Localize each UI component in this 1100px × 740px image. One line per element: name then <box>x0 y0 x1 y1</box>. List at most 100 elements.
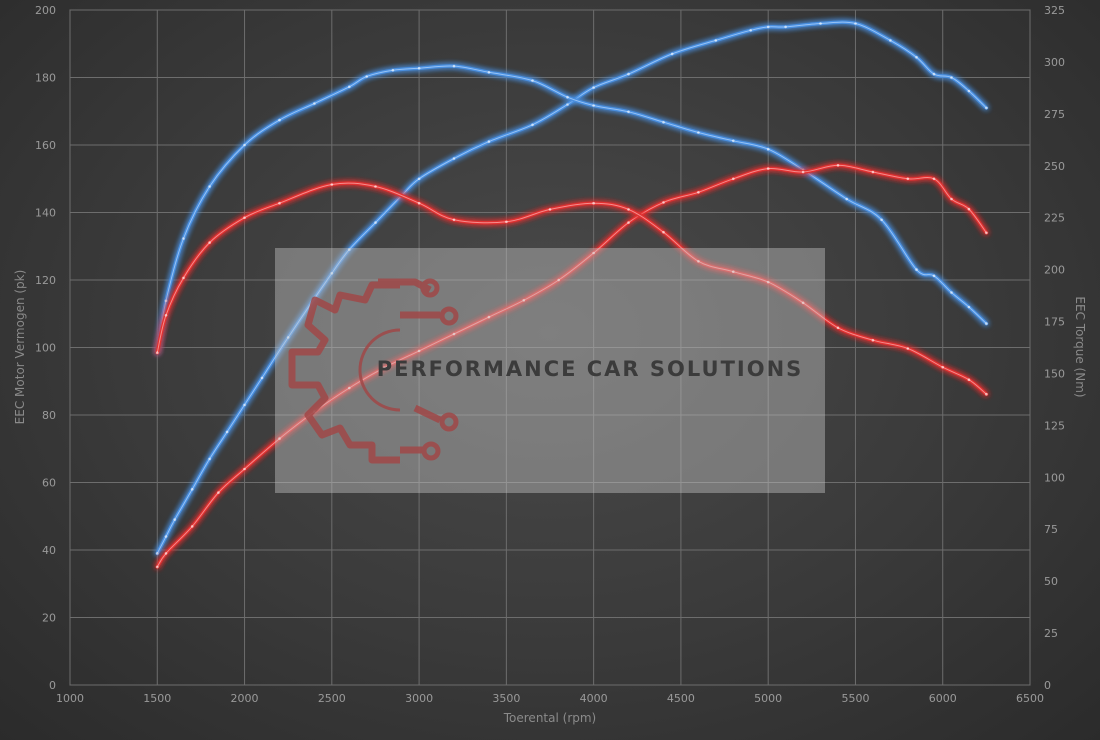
left-tick-label: 160 <box>35 139 56 152</box>
data-point <box>967 207 971 211</box>
data-point <box>330 272 334 275</box>
data-point <box>382 366 386 370</box>
right-tick-label: 275 <box>1044 108 1065 121</box>
left-axis-title: EEC Motor Vermogen (pk) <box>13 270 27 425</box>
data-point <box>766 147 770 151</box>
data-point <box>225 430 229 434</box>
x-tick-label: 4500 <box>667 692 695 705</box>
left-tick-label: 80 <box>42 409 56 422</box>
data-point <box>417 201 421 205</box>
data-point <box>662 201 665 204</box>
data-point <box>627 72 630 76</box>
data-point <box>766 280 770 284</box>
data-point <box>732 139 735 143</box>
data-point <box>548 208 552 211</box>
left-axis-ticks: 0 20 40 60 80 100 120 140 160 180 200 <box>35 4 56 692</box>
data-point <box>164 299 168 303</box>
data-point <box>871 170 875 174</box>
right-tick-label: 75 <box>1044 523 1058 536</box>
data-point <box>871 338 875 342</box>
right-tick-label: 200 <box>1044 264 1065 277</box>
left-tick-label: 120 <box>35 274 56 287</box>
data-point <box>208 457 211 461</box>
data-point <box>182 276 185 280</box>
right-tick-label: 150 <box>1044 367 1065 380</box>
data-point <box>592 251 595 255</box>
data-point <box>732 270 735 274</box>
data-point <box>766 25 770 29</box>
data-point <box>243 216 246 219</box>
data-point <box>487 71 491 74</box>
data-point <box>217 491 220 494</box>
right-tick-label: 175 <box>1044 316 1065 329</box>
right-axis-ticks: 0 25 50 75 100 125 150 175 200 225 250 275 300 325 <box>1044 4 1065 692</box>
data-point <box>182 237 185 240</box>
series-4 <box>155 181 989 396</box>
right-tick-label: 125 <box>1044 419 1065 432</box>
data-point <box>732 177 735 181</box>
right-tick-label: 25 <box>1044 627 1058 640</box>
data-point <box>566 103 569 106</box>
data-point <box>766 167 770 170</box>
data-point <box>801 170 805 174</box>
data-point <box>662 120 665 124</box>
data-point <box>906 347 910 350</box>
left-tick-label: 100 <box>35 342 56 355</box>
right-tick-label: 0 <box>1044 679 1051 692</box>
data-point <box>156 552 159 555</box>
left-tick-label: 200 <box>35 4 56 17</box>
data-point <box>243 403 246 407</box>
data-point <box>531 123 534 127</box>
data-point <box>190 525 194 528</box>
data-point <box>950 76 953 79</box>
right-tick-label: 225 <box>1044 212 1065 225</box>
data-point <box>173 518 176 521</box>
series-layer <box>155 20 989 569</box>
left-tick-label: 140 <box>35 207 56 220</box>
data-point <box>452 64 456 68</box>
data-point <box>592 104 595 107</box>
data-point <box>164 552 168 555</box>
x-tick-label: 1000 <box>56 692 84 705</box>
data-point <box>836 164 840 167</box>
data-point <box>819 22 822 25</box>
data-point <box>836 326 840 330</box>
data-point <box>208 241 211 244</box>
data-point <box>932 177 936 181</box>
data-point <box>697 131 700 134</box>
data-point <box>932 72 936 76</box>
x-tick-label: 2000 <box>231 692 259 705</box>
data-point <box>487 315 491 319</box>
data-point <box>452 157 456 160</box>
right-tick-label: 100 <box>1044 471 1065 484</box>
brand-text: PERFORMANCE CAR SOLUTIONS <box>377 357 804 381</box>
data-point <box>889 39 892 42</box>
right-tick-label: 250 <box>1044 160 1065 173</box>
data-point <box>854 22 857 25</box>
data-point <box>365 75 369 78</box>
data-point <box>985 322 988 325</box>
data-point <box>566 95 569 99</box>
data-point <box>915 268 918 271</box>
data-point <box>452 218 456 222</box>
data-point <box>557 278 560 282</box>
left-tick-label: 40 <box>42 544 56 557</box>
data-point <box>932 274 936 278</box>
data-point <box>243 467 246 471</box>
data-point <box>374 185 377 188</box>
data-point <box>278 437 281 440</box>
grid-lines <box>69 9 1031 686</box>
data-point <box>985 392 988 396</box>
data-point <box>906 177 910 181</box>
data-point <box>941 365 944 369</box>
x-tick-label: 4000 <box>580 692 608 705</box>
data-point <box>417 66 421 70</box>
data-point <box>190 488 194 491</box>
data-point <box>505 220 508 224</box>
data-point <box>592 201 595 205</box>
data-point <box>164 535 168 538</box>
left-tick-label: 180 <box>35 72 56 85</box>
data-point <box>714 39 718 42</box>
data-point <box>452 332 456 336</box>
